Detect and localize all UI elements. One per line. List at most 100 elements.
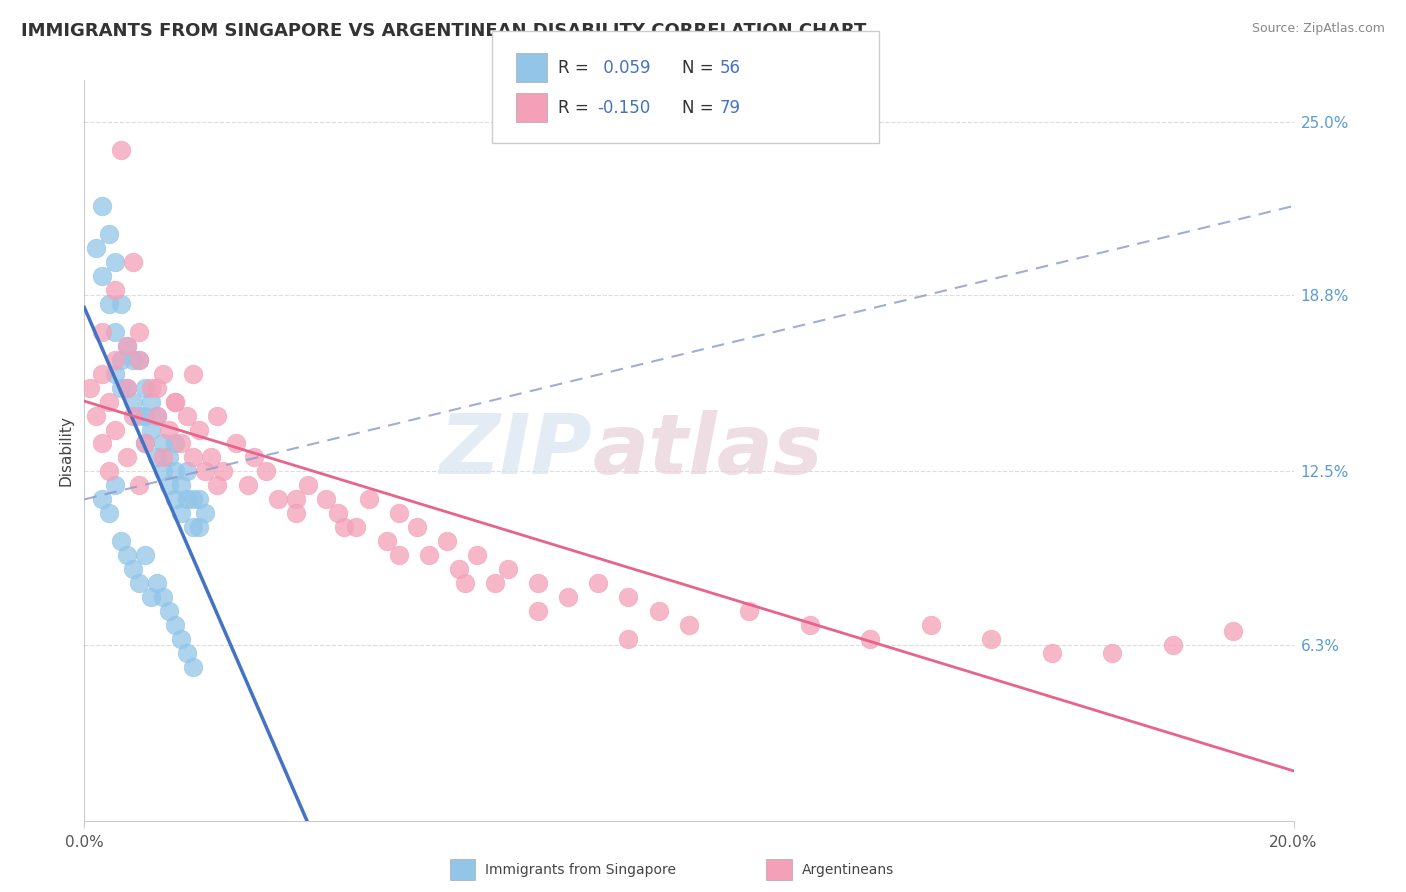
- Point: [79, 381, 101, 395]
- Point: [91, 492, 114, 507]
- Point: [188, 492, 211, 507]
- Point: [134, 381, 156, 395]
- Point: [128, 409, 150, 423]
- Point: [267, 492, 290, 507]
- Point: [165, 464, 187, 478]
- Point: [104, 478, 127, 492]
- Point: [165, 492, 187, 507]
- Point: [648, 604, 671, 618]
- Text: IMMIGRANTS FROM SINGAPORE VS ARGENTINEAN DISABILITY CORRELATION CHART: IMMIGRANTS FROM SINGAPORE VS ARGENTINEAN…: [21, 22, 866, 40]
- Point: [617, 632, 640, 646]
- Point: [115, 339, 138, 353]
- Text: atlas: atlas: [592, 410, 823, 491]
- Point: [91, 268, 114, 283]
- Point: [104, 367, 127, 381]
- Point: [328, 506, 350, 520]
- Point: [157, 450, 180, 465]
- Point: [181, 492, 204, 507]
- Point: [454, 576, 477, 591]
- Point: [207, 409, 229, 423]
- Point: [194, 464, 217, 478]
- Point: [115, 339, 138, 353]
- Point: [128, 325, 150, 339]
- Point: [200, 450, 222, 465]
- Point: [146, 409, 169, 423]
- Point: [1040, 646, 1063, 660]
- Point: [212, 464, 235, 478]
- Point: [104, 423, 127, 437]
- Point: [115, 381, 138, 395]
- Point: [181, 367, 204, 381]
- Point: [146, 450, 169, 465]
- Point: [134, 436, 156, 450]
- Point: [859, 632, 882, 646]
- Point: [121, 394, 143, 409]
- Point: [97, 394, 120, 409]
- Point: [165, 394, 187, 409]
- Point: [128, 478, 150, 492]
- Point: [110, 143, 132, 157]
- Point: [236, 478, 259, 492]
- Text: R =: R =: [558, 59, 595, 77]
- Point: [157, 478, 180, 492]
- Point: [176, 646, 198, 660]
- Point: [121, 255, 143, 269]
- Point: [121, 352, 143, 367]
- Point: [194, 506, 217, 520]
- Point: [110, 352, 132, 367]
- Point: [152, 590, 174, 604]
- Point: [207, 478, 229, 492]
- Point: [91, 199, 114, 213]
- Point: [181, 450, 204, 465]
- Point: [1101, 646, 1123, 660]
- Text: 0.059: 0.059: [598, 59, 650, 77]
- Point: [139, 394, 162, 409]
- Point: [617, 590, 640, 604]
- Point: [1222, 624, 1244, 638]
- Point: [97, 506, 120, 520]
- Point: [110, 381, 132, 395]
- Point: [980, 632, 1002, 646]
- Point: [157, 423, 180, 437]
- Point: [128, 352, 150, 367]
- Point: [799, 618, 821, 632]
- Point: [285, 492, 308, 507]
- Text: N =: N =: [682, 99, 718, 117]
- Point: [315, 492, 337, 507]
- Point: [146, 576, 169, 591]
- Point: [678, 618, 700, 632]
- Point: [104, 352, 127, 367]
- Point: [91, 325, 114, 339]
- Point: [139, 423, 162, 437]
- Point: [170, 436, 193, 450]
- Point: [496, 562, 519, 576]
- Point: [104, 325, 127, 339]
- Point: [121, 562, 143, 576]
- Point: [97, 227, 120, 241]
- Point: [128, 576, 150, 591]
- Point: [110, 297, 132, 311]
- Point: [527, 604, 550, 618]
- Point: [176, 464, 198, 478]
- Point: [527, 576, 550, 591]
- Text: -0.150: -0.150: [598, 99, 651, 117]
- Text: N =: N =: [682, 59, 718, 77]
- Point: [333, 520, 356, 534]
- Point: [388, 548, 411, 562]
- Point: [181, 520, 204, 534]
- Text: Argentineans: Argentineans: [801, 863, 894, 877]
- Point: [104, 255, 127, 269]
- Point: [134, 548, 156, 562]
- Point: [115, 450, 138, 465]
- Point: [375, 534, 398, 549]
- Point: [115, 381, 138, 395]
- Point: [165, 394, 187, 409]
- Point: [86, 409, 108, 423]
- Point: [139, 590, 162, 604]
- Text: R =: R =: [558, 99, 595, 117]
- Point: [181, 660, 204, 674]
- Text: 56: 56: [720, 59, 741, 77]
- Point: [254, 464, 277, 478]
- Point: [406, 520, 429, 534]
- Point: [484, 576, 506, 591]
